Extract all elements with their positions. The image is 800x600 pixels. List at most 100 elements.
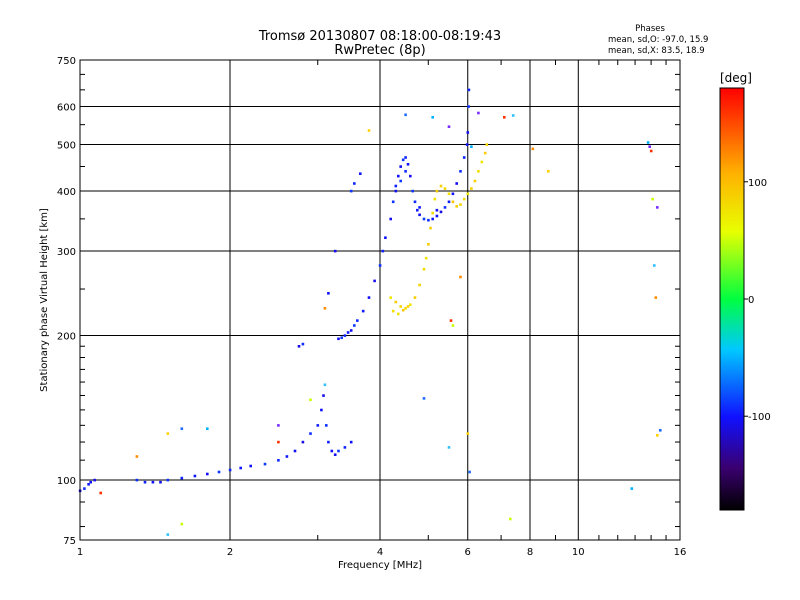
y-tick-label: 750: [57, 56, 76, 67]
scatter-point: [466, 432, 470, 435]
x-mode-point: [455, 205, 458, 208]
scatter-point: [531, 147, 535, 151]
scatter-point: [451, 324, 455, 327]
o-mode-point: [337, 337, 340, 341]
x-tick-label: 8: [527, 547, 533, 558]
o-mode-point: [401, 158, 405, 162]
o-mode-point: [384, 236, 387, 239]
o-mode-point: [397, 174, 400, 178]
scatter-point: [449, 319, 453, 322]
o-mode-point: [381, 249, 385, 253]
o-mode-point: [343, 446, 347, 449]
colorbar-tick-label: -100: [748, 412, 771, 423]
y-tick-label: 400: [57, 187, 76, 198]
o-mode-point: [239, 466, 242, 470]
o-mode-point: [333, 249, 337, 253]
x-mode-point: [399, 305, 402, 308]
x-mode-point: [424, 256, 428, 260]
x-mode-point: [394, 300, 398, 304]
x-tick-label: 16: [674, 547, 687, 558]
o-mode-point: [143, 480, 147, 484]
x-tick-label: 2: [227, 547, 233, 558]
scatter-point: [656, 434, 659, 437]
x-mode-point: [391, 309, 395, 313]
x-tick-label: 6: [465, 547, 471, 558]
o-mode-point: [413, 200, 417, 204]
scatter-point: [404, 113, 407, 117]
o-mode-point: [353, 324, 356, 327]
o-mode-point: [367, 296, 371, 299]
scatter-point: [630, 487, 634, 490]
o-mode-point: [389, 217, 392, 221]
o-mode-point: [409, 174, 412, 178]
colorbar-ticks: 100 0 -100: [744, 178, 771, 423]
o-mode-point: [327, 292, 330, 295]
scatter-point: [166, 533, 170, 536]
o-mode-point: [320, 408, 323, 412]
o-mode-point: [151, 480, 155, 484]
o-mode-point: [83, 487, 86, 490]
y-tick-label: 300: [57, 247, 76, 258]
o-mode-point: [455, 182, 458, 185]
scatter-point: [206, 427, 209, 430]
scatter-point: [447, 446, 451, 449]
o-mode-point: [277, 459, 280, 462]
o-mode-point: [349, 329, 353, 332]
o-mode-point: [327, 440, 330, 444]
o-mode-point: [330, 449, 334, 453]
scatter-point: [654, 296, 658, 299]
x-mode-point: [466, 192, 470, 196]
o-mode-point: [467, 105, 470, 108]
scatter-point: [649, 149, 653, 153]
o-mode-point: [378, 264, 382, 267]
o-mode-point: [309, 432, 312, 435]
x-mode-point: [451, 200, 455, 204]
o-mode-point: [447, 200, 451, 204]
scatter-point: [135, 455, 139, 458]
x-mode-point: [435, 189, 439, 193]
x-mode-point: [483, 151, 487, 155]
scatter-point: [651, 197, 654, 201]
scatter-point: [509, 517, 512, 521]
scatter-point: [656, 206, 659, 209]
o-mode-point: [353, 182, 356, 185]
colorbar-label: [deg]: [720, 71, 752, 85]
o-mode-point: [340, 336, 343, 339]
o-mode-point: [435, 208, 439, 212]
o-mode-point: [418, 213, 421, 217]
y-tick-label: 500: [57, 141, 76, 152]
o-mode-point: [459, 170, 462, 173]
chart-title-line2: RwPretec (8p): [334, 43, 425, 58]
scatter-point: [447, 125, 451, 128]
phases-o-stats: mean, sd,O: -97.0, 15.9: [608, 35, 708, 45]
scatter-point: [459, 275, 462, 279]
o-mode-point: [373, 279, 376, 283]
scatter-point: [468, 470, 471, 474]
scatter-point: [309, 398, 312, 402]
o-mode-point: [343, 334, 347, 337]
o-mode-point: [337, 449, 340, 453]
x-mode-point: [439, 184, 443, 188]
o-mode-point: [356, 319, 359, 322]
o-mode-point: [217, 470, 221, 474]
x-mode-point: [409, 303, 412, 306]
o-mode-point: [87, 483, 90, 486]
x-tick-label: 4: [377, 547, 383, 558]
o-mode-point: [359, 172, 362, 175]
o-mode-point: [228, 468, 232, 472]
o-mode-point: [466, 131, 470, 134]
o-mode-point: [135, 478, 139, 482]
o-mode-point: [285, 455, 289, 458]
o-mode-point: [443, 206, 447, 209]
y-tick-label: 200: [57, 332, 76, 343]
o-mode-point: [411, 189, 414, 193]
scatter-point: [166, 432, 170, 435]
scatter-point: [470, 145, 473, 148]
data-points: [78, 88, 662, 536]
x-mode-point: [473, 179, 477, 183]
x-mode-point: [413, 296, 417, 299]
x-mode-point: [422, 267, 426, 271]
o-mode-point: [263, 462, 267, 466]
y-tick-label: 600: [57, 103, 76, 114]
scatter-point: [277, 424, 280, 427]
